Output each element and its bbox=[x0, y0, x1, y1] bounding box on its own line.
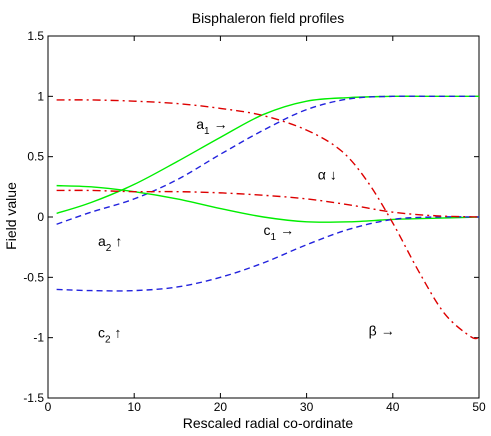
annotation-alpha: α ↓ bbox=[318, 167, 337, 183]
annotation-c2: c2 ↑ bbox=[98, 325, 122, 346]
y-tick-label: -1.5 bbox=[23, 391, 44, 405]
series-group bbox=[56, 95, 480, 340]
y-tick-label: -1 bbox=[33, 331, 44, 345]
annotation-arrow: ↑ bbox=[115, 325, 122, 341]
annotation-beta: β → bbox=[369, 322, 395, 338]
annotation-base: c bbox=[264, 222, 271, 238]
annotation-sub: 2 bbox=[106, 243, 112, 254]
y-tick-label: 1.5 bbox=[27, 29, 44, 43]
annotation-base: α bbox=[318, 167, 326, 183]
annotation-arrow: ↓ bbox=[330, 167, 337, 183]
y-tick-label: 1 bbox=[37, 89, 44, 103]
annotation-arrow: ↑ bbox=[115, 233, 122, 249]
x-axis-label: Rescaled radial co-ordinate bbox=[183, 415, 354, 431]
annotation-sub: 1 bbox=[204, 126, 210, 137]
annotation-a1: a1 → bbox=[196, 116, 227, 137]
annotation-base: c bbox=[98, 325, 105, 341]
annotation-base: a bbox=[98, 233, 106, 249]
series-line-alpha bbox=[56, 189, 480, 218]
x-tick-label: 40 bbox=[386, 400, 400, 414]
annotations-group: a1 →a2 ↑c1 →c2 ↑α ↓β → bbox=[98, 116, 395, 346]
y-tick-label: 0 bbox=[37, 210, 44, 224]
annotation-arrow: → bbox=[280, 222, 294, 238]
series-line-beta bbox=[56, 99, 480, 340]
y-tick-label: 0.5 bbox=[27, 150, 44, 164]
annotation-arrow: → bbox=[381, 322, 395, 338]
annotation-base: β bbox=[369, 322, 377, 338]
x-tick-label: 10 bbox=[128, 400, 142, 414]
annotation-arrow: → bbox=[214, 116, 228, 132]
y-axis-label: Field value bbox=[3, 182, 19, 250]
annotation-a2: a2 ↑ bbox=[98, 233, 122, 254]
annotation-base: a bbox=[196, 116, 204, 132]
x-tick-label: 30 bbox=[300, 400, 314, 414]
ticks-group: 0 10 20 30 40 50 -1.5 -1 -0.5 0 0.5 1 1.5 bbox=[23, 29, 486, 414]
annotation-sub: 2 bbox=[105, 335, 111, 346]
annotation-sub: 1 bbox=[271, 232, 277, 243]
series-line-a2 bbox=[56, 95, 479, 225]
x-tick-label: 0 bbox=[45, 400, 52, 414]
x-tick-label: 20 bbox=[214, 400, 228, 414]
chart-title: Bisphaleron field profiles bbox=[192, 10, 345, 26]
x-tick-label: 50 bbox=[472, 400, 486, 414]
y-tick-label: -0.5 bbox=[23, 270, 44, 284]
series-line-c1 bbox=[56, 184, 480, 223]
annotation-c1: c1 → bbox=[264, 222, 295, 243]
series-line-c2 bbox=[56, 216, 480, 292]
